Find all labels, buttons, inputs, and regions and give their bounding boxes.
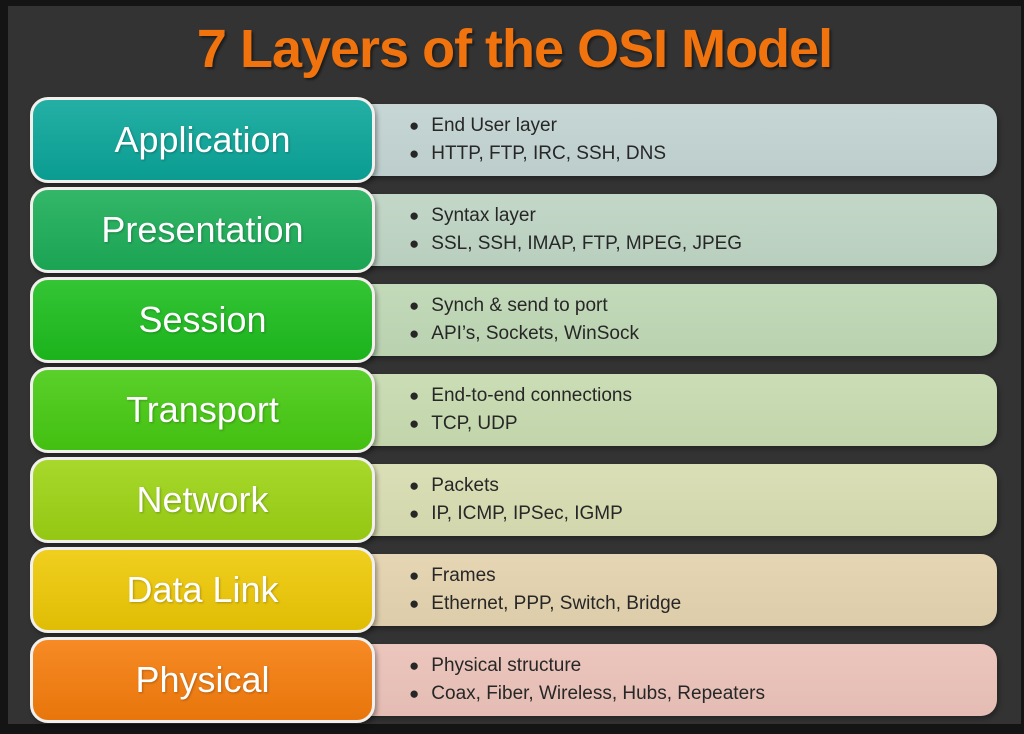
layer-desc-transport: ● End-to-end connections ● TCP, UDP xyxy=(353,374,997,446)
bullet-icon: ● xyxy=(409,476,420,495)
bullet-icon: ● xyxy=(409,144,420,163)
layer-row-network: Network ● Packets ● IP, ICMP, IPSec, IGMP xyxy=(8,457,1021,547)
layer-bullet: Synch & send to port xyxy=(431,295,608,316)
layer-name: Physical xyxy=(135,659,270,700)
layer-name: Presentation xyxy=(101,209,304,250)
layer-bullet: Coax, Fiber, Wireless, Hubs, Repeaters xyxy=(431,683,765,704)
layer-box-network: Network xyxy=(30,457,375,543)
layer-row-physical: Physical ● Physical structure ● Coax, Fibe… xyxy=(8,637,1021,727)
layer-name: Session xyxy=(138,299,267,340)
bullet-icon: ● xyxy=(409,206,420,225)
bullet-icon: ● xyxy=(409,566,420,585)
layer-name: Network xyxy=(136,479,269,520)
layer-box-presentation: Presentation xyxy=(30,187,375,273)
layer-bullet: API’s, Sockets, WinSock xyxy=(431,323,639,344)
layer-name: Data Link xyxy=(126,569,279,610)
layer-row-application: Application ● End User layer ● HTTP, FTP, … xyxy=(8,97,1021,187)
bullet-icon: ● xyxy=(409,594,420,613)
layer-name: Transport xyxy=(126,389,279,430)
bullet-icon: ● xyxy=(409,504,420,523)
layer-bullet: End User layer xyxy=(431,115,557,136)
layer-desc-application: ● End User layer ● HTTP, FTP, IRC, SSH, DN… xyxy=(353,104,997,176)
layer-bullet: IP, ICMP, IPSec, IGMP xyxy=(431,503,623,524)
layer-desc-datalink: ● Frames ● Ethernet, PPP, Switch, Bridge xyxy=(353,554,997,626)
bullet-icon: ● xyxy=(409,684,420,703)
layer-bullet: Syntax layer xyxy=(431,205,536,226)
layer-desc-presentation: ● Syntax layer ● SSL, SSH, IMAP, FTP, MPEG… xyxy=(353,194,997,266)
osi-layer-list: Application ● End User layer ● HTTP, FTP, … xyxy=(8,97,1021,727)
layer-box-transport: Transport xyxy=(30,367,375,453)
bullet-icon: ● xyxy=(409,116,420,135)
layer-bullet: Packets xyxy=(431,475,499,496)
layer-row-presentation: Presentation ● Syntax layer ● SSL, SSH, IM… xyxy=(8,187,1021,277)
bullet-icon: ● xyxy=(409,414,420,433)
bullet-icon: ● xyxy=(409,324,420,343)
layer-box-physical: Physical xyxy=(30,637,375,723)
bullet-icon: ● xyxy=(409,656,420,675)
layer-row-session: Session ● Synch & send to port ● API’s, So… xyxy=(8,277,1021,367)
layer-row-datalink: Data Link ● Frames ● Ethernet, PPP, Switch… xyxy=(8,547,1021,637)
layer-box-application: Application xyxy=(30,97,375,183)
bullet-icon: ● xyxy=(409,386,420,405)
layer-box-session: Session xyxy=(30,277,375,363)
slide-background: 7 Layers of the OSI Model Application ● E… xyxy=(8,6,1021,724)
layer-bullet: End-to-end connections xyxy=(431,385,632,406)
layer-bullet: Physical structure xyxy=(431,655,582,676)
layer-desc-network: ● Packets ● IP, ICMP, IPSec, IGMP xyxy=(353,464,997,536)
layer-bullet: SSL, SSH, IMAP, FTP, MPEG, JPEG xyxy=(431,233,743,254)
layer-bullet: Frames xyxy=(431,565,496,586)
layer-name: Application xyxy=(114,119,291,160)
layer-row-transport: Transport ● End-to-end connections ● TCP, … xyxy=(8,367,1021,457)
bullet-icon: ● xyxy=(409,234,420,253)
layer-box-datalink: Data Link xyxy=(30,547,375,633)
layer-bullet: Ethernet, PPP, Switch, Bridge xyxy=(431,593,682,614)
layer-bullet: TCP, UDP xyxy=(431,413,518,434)
page-title: 7 Layers of the OSI Model xyxy=(196,19,833,79)
layer-desc-physical: ● Physical structure ● Coax, Fiber, Wirele… xyxy=(353,644,997,716)
layer-desc-session: ● Synch & send to port ● API’s, Sockets, W… xyxy=(353,284,997,356)
layer-bullet: HTTP, FTP, IRC, SSH, DNS xyxy=(431,143,667,164)
bullet-icon: ● xyxy=(409,296,420,315)
